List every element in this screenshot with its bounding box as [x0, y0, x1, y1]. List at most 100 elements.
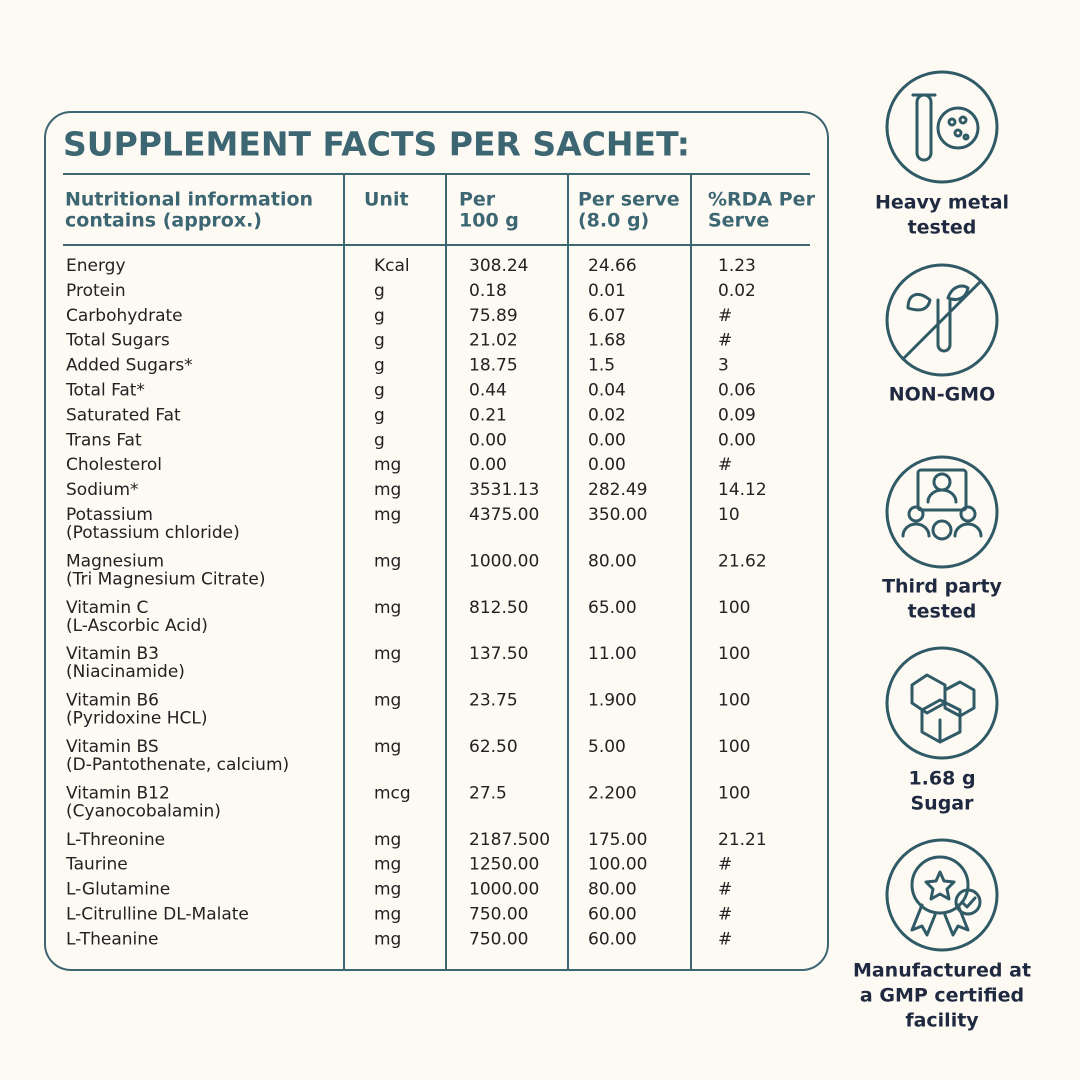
cell: 6.07 [588, 306, 626, 326]
cell: 1.68 [588, 331, 626, 351]
column-header: contains (approx.) [65, 210, 262, 232]
cell: g [374, 306, 385, 326]
row-label: Vitamin BS [66, 737, 159, 757]
cell: 21.21 [718, 830, 767, 850]
row-label: Vitamin B12 [66, 783, 170, 803]
row-label: Sodium* [66, 480, 139, 500]
cell: 1000.00 [469, 880, 539, 900]
row-label: (Niacinamide) [66, 662, 185, 682]
cell: 18.75 [469, 356, 518, 376]
cell: 4375.00 [469, 505, 539, 525]
row-label: Trans Fat [65, 430, 142, 450]
cell: 80.00 [588, 880, 637, 900]
row-label: Energy [66, 256, 126, 276]
cell: mg [374, 737, 401, 757]
row-label: Vitamin B6 [66, 691, 159, 711]
cell: g [374, 405, 385, 425]
cell: 5.00 [588, 737, 626, 757]
cell: mg [374, 480, 401, 500]
cell: 750.00 [469, 905, 528, 925]
row-label: L-Threonine [66, 830, 165, 850]
cell: 24.66 [588, 256, 637, 276]
cell: mg [374, 551, 401, 571]
badge-label: facility [905, 1010, 979, 1032]
row-label: Added Sugars* [66, 356, 193, 376]
cell: g [374, 381, 385, 401]
cell: 175.00 [588, 830, 647, 850]
cell: 1.5 [588, 356, 615, 376]
cell: 21.02 [469, 331, 518, 351]
badge-label: NON-GMO [889, 384, 996, 406]
cell: 0.00 [588, 430, 626, 450]
cell: # [718, 855, 732, 875]
column-header: Nutritional information [65, 189, 313, 211]
cell: 1250.00 [469, 855, 539, 875]
cell: 75.89 [469, 306, 518, 326]
cell: g [374, 356, 385, 376]
row-label: Magnesium [66, 551, 164, 571]
cell: 0.02 [588, 405, 626, 425]
column-header: (8.0 g) [578, 210, 649, 232]
cell: 0.00 [718, 430, 756, 450]
cell: 100 [718, 737, 750, 757]
badge-label: Heavy metal [875, 192, 1009, 214]
row-label: Potassium [66, 505, 153, 525]
table-frame [44, 111, 829, 971]
row-label: Vitamin B3 [66, 644, 159, 664]
badge-label: Sugar [910, 793, 974, 815]
row-label: Total Fat* [65, 381, 145, 401]
cell: 137.50 [469, 644, 528, 664]
row-label: Cholesterol [66, 455, 162, 475]
row-label: (L-Ascorbic Acid) [66, 616, 208, 636]
row-label: Taurine [65, 855, 128, 875]
badge-label: Manufactured at [853, 960, 1031, 982]
cell: 0.21 [469, 405, 507, 425]
cell: 10 [718, 505, 740, 525]
row-label: (D-Pantothenate, calcium) [66, 755, 289, 775]
cell: 308.24 [469, 256, 528, 276]
cell: 0.44 [469, 381, 507, 401]
cell: # [718, 880, 732, 900]
row-label: (Cyanocobalamin) [66, 801, 221, 821]
cell: 0.02 [718, 281, 756, 301]
cell: mg [374, 598, 401, 618]
badge-label: a GMP certified [860, 985, 1024, 1007]
cell: g [374, 430, 385, 450]
cell: 60.00 [588, 929, 637, 949]
row-label: (Tri Magnesium Citrate) [66, 569, 265, 589]
cell: 27.5 [469, 783, 507, 803]
cell: 0.18 [469, 281, 507, 301]
cell: mg [374, 880, 401, 900]
cell: 100.00 [588, 855, 647, 875]
row-label: L-Citrulline DL-Malate [66, 905, 249, 925]
cell: 21.62 [718, 551, 767, 571]
cell: 0.04 [588, 381, 626, 401]
cell: # [718, 306, 732, 326]
row-label: L-Theanine [66, 929, 159, 949]
cell: 0.00 [469, 430, 507, 450]
cell: 750.00 [469, 929, 528, 949]
cell: 100 [718, 644, 750, 664]
cell: 812.50 [469, 598, 528, 618]
cell: mg [374, 905, 401, 925]
column-dividers [343, 174, 692, 970]
badge-label: tested [908, 601, 977, 623]
cell: 0.00 [469, 455, 507, 475]
cell: 60.00 [588, 905, 637, 925]
title: SUPPLEMENT FACTS PER SACHET: [63, 125, 690, 164]
badge-label: tested [908, 217, 977, 239]
cell: g [374, 331, 385, 351]
cell: 14.12 [718, 480, 767, 500]
cell: 23.75 [469, 691, 518, 711]
column-header: Per [459, 189, 496, 211]
row-label: (Pyridoxine HCL) [66, 709, 208, 729]
cell: Kcal [374, 256, 410, 276]
cell: 3 [718, 356, 729, 376]
row-label: Total Sugars [65, 331, 170, 351]
badge-label: 1.68 g [908, 768, 975, 790]
row-label: Carbohydrate [66, 306, 183, 326]
cell: 2187.500 [469, 830, 550, 850]
cell: 1.23 [718, 256, 756, 276]
column-header: Unit [364, 189, 409, 211]
